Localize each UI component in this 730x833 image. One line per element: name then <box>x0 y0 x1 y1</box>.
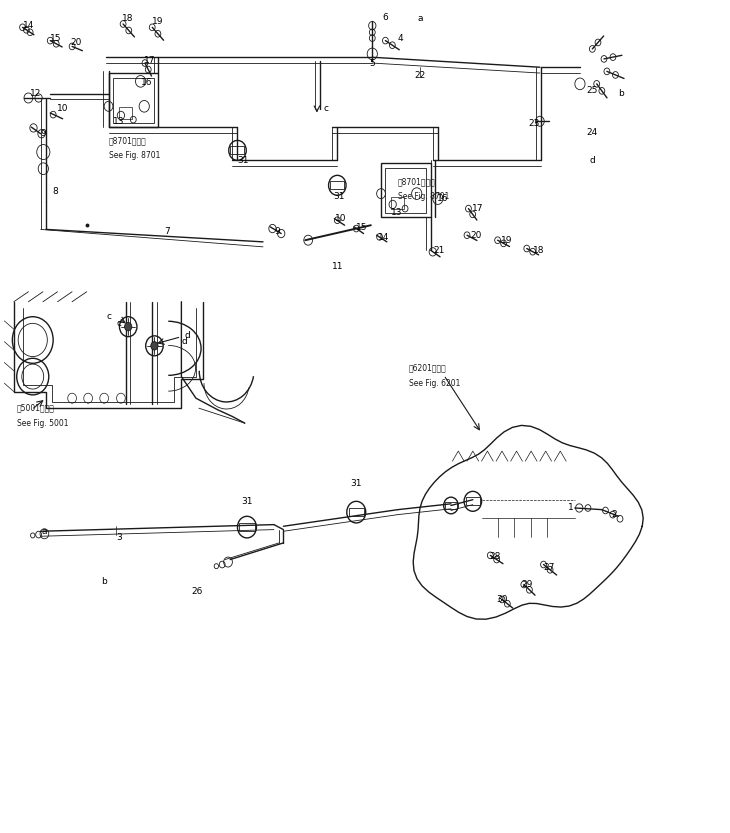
Text: 25: 25 <box>587 86 598 95</box>
Text: 19: 19 <box>502 236 513 245</box>
Text: 22: 22 <box>415 71 426 80</box>
Bar <box>381 163 431 217</box>
Text: 1: 1 <box>568 503 573 512</box>
Text: 3: 3 <box>116 532 122 541</box>
Text: 31: 31 <box>237 156 248 165</box>
Text: 18: 18 <box>123 14 134 23</box>
Text: 29: 29 <box>521 580 532 589</box>
Text: 10: 10 <box>335 214 347 223</box>
Text: 7: 7 <box>164 227 169 237</box>
Text: d: d <box>589 156 595 165</box>
Bar <box>466 497 480 506</box>
Text: 31: 31 <box>241 496 253 506</box>
Text: 9: 9 <box>274 227 280 237</box>
Bar <box>113 78 154 123</box>
Text: 13: 13 <box>391 208 403 217</box>
Text: See Fig. 5001: See Fig. 5001 <box>17 419 68 427</box>
Text: 11: 11 <box>331 262 343 272</box>
Text: 31: 31 <box>350 478 362 487</box>
Text: 21: 21 <box>434 246 445 255</box>
Text: a: a <box>42 526 47 536</box>
Text: 16: 16 <box>141 77 152 87</box>
Text: b: b <box>618 89 624 98</box>
Text: 第5001図参照: 第5001図参照 <box>17 404 55 412</box>
Text: 9: 9 <box>40 129 46 138</box>
Text: a: a <box>418 14 423 23</box>
Text: 4: 4 <box>397 33 403 42</box>
Text: 26: 26 <box>192 586 203 596</box>
Text: 第6201図参照: 第6201図参照 <box>409 364 447 372</box>
Circle shape <box>151 342 158 350</box>
Text: 5: 5 <box>369 58 375 67</box>
Text: 15: 15 <box>356 223 367 232</box>
Text: 16: 16 <box>437 194 449 203</box>
Bar <box>349 508 364 516</box>
Text: c: c <box>106 312 111 322</box>
Bar <box>239 523 255 531</box>
Text: 20: 20 <box>70 37 82 47</box>
Text: d: d <box>185 331 190 340</box>
Text: 12: 12 <box>30 89 42 98</box>
Text: 13: 13 <box>113 117 125 126</box>
Bar <box>330 182 345 189</box>
Text: 30: 30 <box>496 595 508 604</box>
Text: 8: 8 <box>53 187 58 197</box>
Text: 第8701図参照: 第8701図参照 <box>109 136 146 145</box>
Bar <box>231 147 245 154</box>
Text: 28: 28 <box>489 551 500 561</box>
Text: See Fig. 8701: See Fig. 8701 <box>109 151 160 160</box>
Text: 15: 15 <box>50 33 61 42</box>
Text: 2: 2 <box>611 510 617 519</box>
Text: 19: 19 <box>152 17 163 26</box>
Text: See Fig. 6201: See Fig. 6201 <box>409 379 460 387</box>
Text: See Fig. 8701: See Fig. 8701 <box>398 192 449 202</box>
Text: 20: 20 <box>470 231 482 240</box>
Bar <box>385 167 426 212</box>
Text: 23: 23 <box>529 119 539 128</box>
Text: 17: 17 <box>145 56 155 65</box>
Text: 17: 17 <box>472 204 484 213</box>
Circle shape <box>125 322 132 331</box>
Bar <box>445 502 457 509</box>
Text: 24: 24 <box>587 127 598 137</box>
Bar <box>391 197 404 208</box>
Bar <box>119 107 132 119</box>
Text: 31: 31 <box>334 192 345 201</box>
Text: 第8701図参照: 第8701図参照 <box>398 177 436 187</box>
Text: 18: 18 <box>533 246 544 255</box>
Text: c: c <box>323 104 328 113</box>
Text: 14: 14 <box>378 233 390 242</box>
Text: 27: 27 <box>543 563 554 572</box>
Bar <box>109 73 158 127</box>
Text: d: d <box>182 337 187 347</box>
Text: 6: 6 <box>383 12 388 22</box>
Text: b: b <box>101 576 107 586</box>
Text: 14: 14 <box>23 21 34 30</box>
Text: 10: 10 <box>57 104 69 113</box>
Text: c: c <box>116 319 121 328</box>
